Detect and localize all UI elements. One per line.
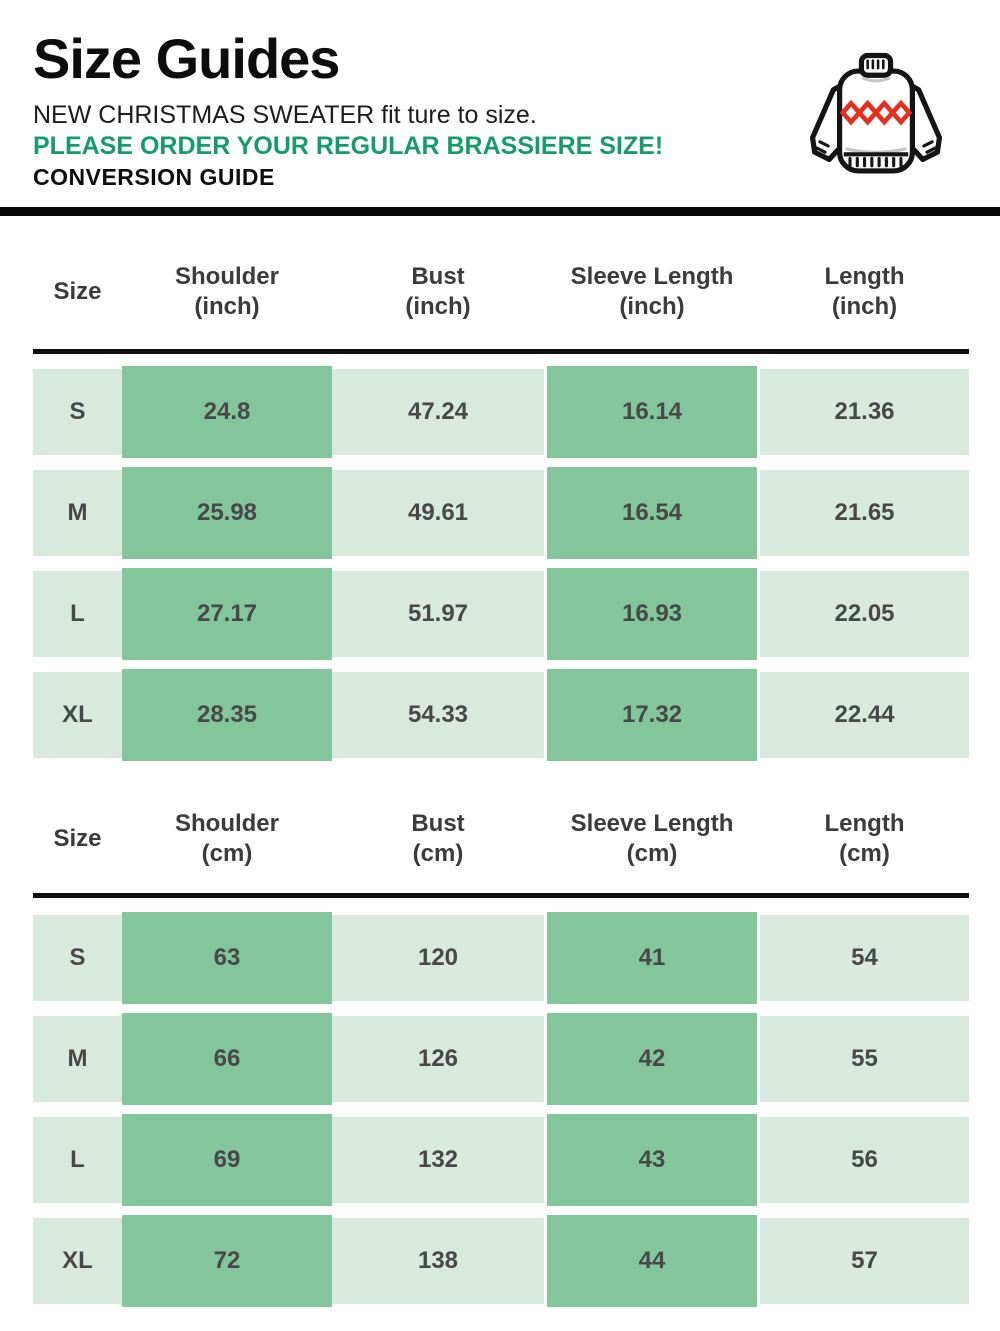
cm-table-header-rule [33,893,969,898]
column-header-sleeve-length: Sleeve Length (inch) [570,263,734,320]
length-cell: 21.36 [760,369,969,455]
sleeve-length-cell: 43 [544,1114,760,1206]
shoulder-cell: 28.35 [122,669,332,761]
shoulder-cell: 63 [122,912,332,1004]
inch-table-header-rule [33,349,969,354]
table-row-l-cm: L 69 132 43 56 [33,1114,969,1206]
table-row-xl-cm: XL 72 138 44 57 [33,1215,969,1307]
size-cell: L [33,571,122,657]
length-cell: 21.65 [760,470,969,556]
column-header-length: Length (cm) [824,810,905,867]
sleeve-length-cell: 42 [544,1013,760,1105]
column-header-shoulder: Shoulder (cm) [174,810,279,867]
size-cell: XL [33,1218,122,1304]
fit-note: NEW CHRISTMAS SWEATER fit ture to size. [33,101,537,129]
length-cell: 54 [760,915,969,1001]
shoulder-cell: 25.98 [122,467,332,559]
shoulder-cell: 69 [122,1114,332,1206]
column-header-shoulder: Shoulder (inch) [174,263,279,320]
length-cell: 22.44 [760,672,969,758]
length-cell: 57 [760,1218,969,1304]
table-row-l-inch: L 27.17 51.97 16.93 22.05 [33,568,969,660]
bust-cell: 47.24 [332,369,544,455]
column-header-size: Size [53,278,102,305]
header-divider [0,207,1000,216]
size-cell: M [33,470,122,556]
column-header-sleeve-length: Sleeve Length (cm) [570,810,734,867]
sleeve-length-cell: 16.93 [544,568,760,660]
size-cell: XL [33,672,122,758]
shoulder-cell: 72 [122,1215,332,1307]
bust-cell: 120 [332,915,544,1001]
length-cell: 22.05 [760,571,969,657]
sleeve-length-cell: 41 [544,912,760,1004]
column-header-length: Length (inch) [824,263,905,320]
bust-cell: 49.61 [332,470,544,556]
bust-cell: 132 [332,1117,544,1203]
inch-table-header-row: Size Shoulder (inch) Bust (inch) Sleeve Le… [33,256,969,328]
shoulder-cell: 24.8 [122,366,332,458]
bust-cell: 126 [332,1016,544,1102]
sleeve-length-cell: 16.14 [544,366,760,458]
bust-cell: 138 [332,1218,544,1304]
shoulder-cell: 27.17 [122,568,332,660]
page-title: Size Guides [33,27,340,90]
christmas-sweater-icon [809,52,943,174]
sleeve-length-cell: 16.54 [544,467,760,559]
column-header-bust: Bust (inch) [405,263,471,320]
cm-table-header-row: Size Shoulder (cm) Bust (cm) Sleeve Length… [33,803,969,875]
conversion-guide-label: CONVERSION GUIDE [33,164,275,190]
table-row-xl-inch: XL 28.35 54.33 17.32 22.44 [33,669,969,761]
size-cell: M [33,1016,122,1102]
bust-cell: 54.33 [332,672,544,758]
sleeve-length-cell: 17.32 [544,669,760,761]
length-cell: 55 [760,1016,969,1102]
length-cell: 56 [760,1117,969,1203]
table-row-m-inch: M 25.98 49.61 16.54 21.65 [33,467,969,559]
order-notice: PLEASE ORDER YOUR REGULAR BRASSIERE SIZE… [33,132,664,160]
column-header-size: Size [53,825,102,852]
table-row-s-inch: S 24.8 47.24 16.14 21.36 [33,366,969,458]
shoulder-cell: 66 [122,1013,332,1105]
bust-cell: 51.97 [332,571,544,657]
size-cell: S [33,915,122,1001]
size-cell: L [33,1117,122,1203]
sleeve-length-cell: 44 [544,1215,760,1307]
size-cell: S [33,369,122,455]
table-row-m-cm: M 66 126 42 55 [33,1013,969,1105]
column-header-bust: Bust (cm) [411,810,465,867]
table-row-s-cm: S 63 120 41 54 [33,912,969,1004]
